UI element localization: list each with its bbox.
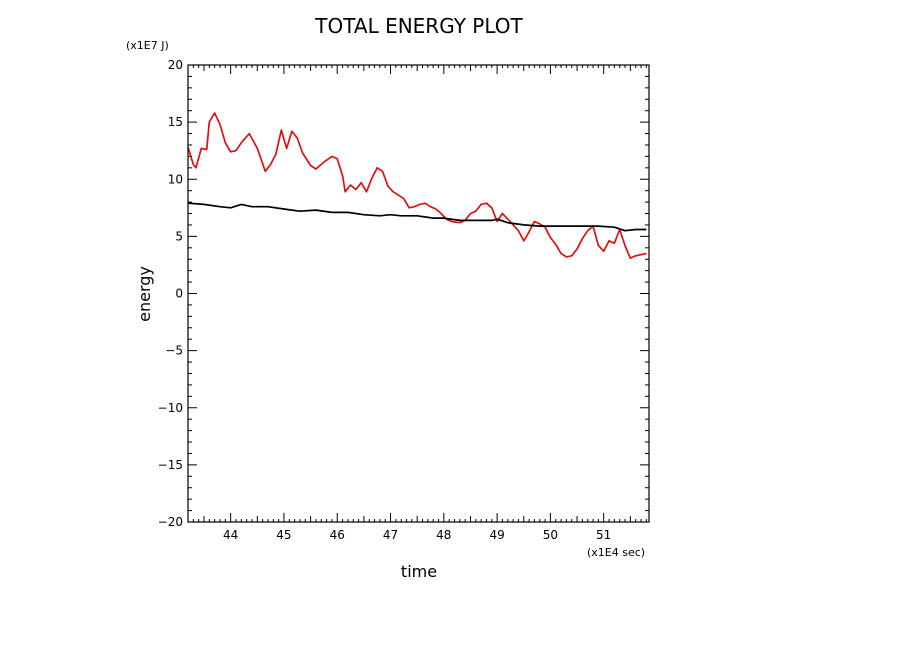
x-tick-label: 51 — [596, 528, 611, 542]
y-tick-label: 0 — [175, 287, 183, 301]
x-tick-label: 48 — [436, 528, 451, 542]
x-tick-label: 49 — [489, 528, 504, 542]
chart-title: TOTAL ENERGY PLOT — [314, 14, 523, 38]
x-axis-label: time — [401, 562, 437, 581]
plot-frame — [187, 64, 650, 523]
series-group — [187, 112, 647, 259]
x-tick-label: 47 — [383, 528, 398, 542]
x-tick-label: 46 — [330, 528, 345, 542]
y-tick-label: 20 — [168, 58, 183, 72]
x-unit-label: (x1E4 sec) — [587, 546, 645, 559]
y-tick-label: 10 — [168, 172, 183, 186]
y-unit-label: (x1E7 J) — [126, 39, 169, 52]
x-tick-label: 44 — [223, 528, 238, 542]
y-tick-label: −20 — [158, 515, 183, 529]
series-line-1 — [187, 112, 647, 259]
series-line-2 — [187, 202, 647, 232]
y-tick-label: 5 — [175, 229, 183, 243]
x-tick-label: 45 — [276, 528, 291, 542]
y-tick-label: −5 — [165, 344, 183, 358]
y-tick-label: −15 — [158, 458, 183, 472]
y-tick-label: 15 — [168, 115, 183, 129]
y-axis-label: energy — [135, 266, 154, 322]
axis-ticks — [187, 64, 649, 523]
x-tick-label: 50 — [543, 528, 558, 542]
y-tick-label: −10 — [158, 401, 183, 415]
